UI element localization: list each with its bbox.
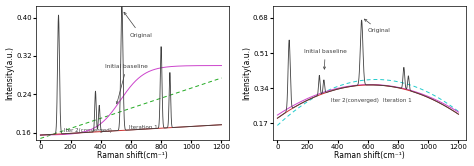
Y-axis label: Intensity(a.u.): Intensity(a.u.) [6,46,15,100]
Text: Iteration 1: Iteration 1 [129,125,158,130]
X-axis label: Raman shift(cm⁻¹): Raman shift(cm⁻¹) [334,151,405,161]
Text: Iter 2(converged): Iter 2(converged) [331,98,379,103]
X-axis label: Raman shift(cm⁻¹): Raman shift(cm⁻¹) [97,151,168,161]
Text: Iteration 1: Iteration 1 [383,98,411,103]
Text: Original: Original [365,19,391,33]
Text: Original: Original [124,12,152,38]
Text: Initial baseline: Initial baseline [105,64,148,104]
Y-axis label: Intensity(a.u.): Intensity(a.u.) [243,46,252,100]
Text: Iter 2(converged): Iter 2(converged) [64,128,112,133]
Text: Initial baseline: Initial baseline [304,49,346,69]
